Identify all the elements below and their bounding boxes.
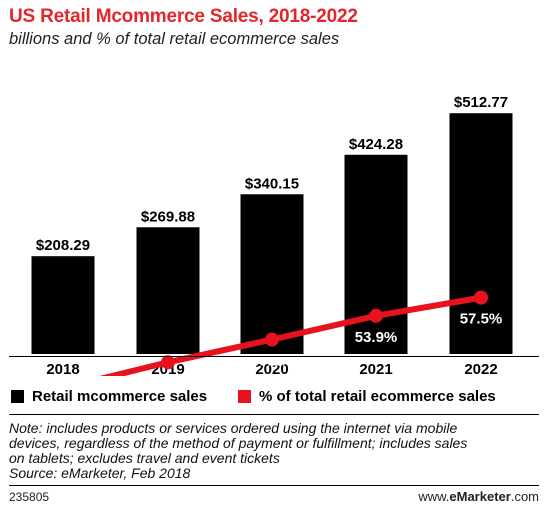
legend-swatch-bar xyxy=(11,390,24,403)
x-tick-label: 2021 xyxy=(359,361,392,376)
bar xyxy=(449,113,513,354)
legend-label-line: % of total retail ecommerce sales xyxy=(259,388,496,405)
bar xyxy=(344,154,408,354)
pct-point xyxy=(369,308,383,323)
legend: Retail mcommerce sales % of total retail… xyxy=(9,386,539,410)
brand-url: www.eMarketer.com xyxy=(418,489,539,504)
legend-item-bar: Retail mcommerce sales xyxy=(11,388,207,405)
pct-value-label: 44.7% xyxy=(147,375,190,376)
chart-area: $208.292018$269.882019$340.152020$424.28… xyxy=(31,94,513,376)
bar-value-label: $512.77 xyxy=(454,94,508,111)
chart-title: US Retail Mcommerce Sales, 2018-2022 xyxy=(9,6,358,27)
bar xyxy=(240,194,304,354)
note-line: on tablets; excludes travel and event ti… xyxy=(9,450,280,466)
pct-point xyxy=(161,355,175,370)
footer-divider xyxy=(9,485,539,486)
bar-value-label: $208.29 xyxy=(36,237,90,254)
chart-subtitle: billions and % of total retail ecommerce… xyxy=(9,30,340,48)
source-line: Source: eMarketer, Feb 2018 xyxy=(9,465,191,481)
note-divider xyxy=(9,414,539,415)
bar-value-label: $340.15 xyxy=(245,175,299,192)
bar xyxy=(31,256,95,354)
axis-divider xyxy=(9,356,539,357)
legend-item-line: % of total retail ecommerce sales xyxy=(238,388,496,405)
x-tick-label: 2018 xyxy=(46,361,79,376)
x-tick-label: 2020 xyxy=(255,361,288,376)
pct-value-label: 57.5% xyxy=(460,311,503,328)
note-line: devices, regardless of the method of pay… xyxy=(9,435,468,451)
pct-point xyxy=(474,290,488,305)
note-line: Note: includes products or services orde… xyxy=(9,420,458,436)
chart-id: 235805 xyxy=(9,490,50,504)
bar-value-label: $269.88 xyxy=(141,208,195,225)
x-tick-label: 2022 xyxy=(464,361,497,376)
chart-note: Note: includes products or services orde… xyxy=(9,421,539,481)
legend-label-bar: Retail mcommerce sales xyxy=(32,388,208,405)
legend-swatch-line xyxy=(238,390,251,403)
pct-point xyxy=(265,332,279,347)
bar xyxy=(136,227,200,354)
pct-value-label: 53.9% xyxy=(355,329,398,346)
bar-value-label: $424.28 xyxy=(349,136,403,153)
